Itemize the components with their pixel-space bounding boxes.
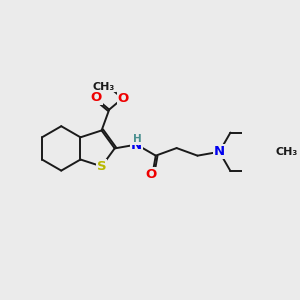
Text: O: O: [146, 168, 157, 181]
Text: S: S: [97, 160, 106, 173]
Text: CH₃: CH₃: [93, 82, 115, 92]
Text: CH₃: CH₃: [276, 147, 298, 157]
Text: O: O: [90, 91, 101, 104]
Text: N: N: [131, 139, 142, 152]
Text: N: N: [214, 145, 225, 158]
Text: N: N: [214, 145, 225, 158]
Text: H: H: [133, 134, 142, 144]
Text: O: O: [118, 92, 129, 105]
